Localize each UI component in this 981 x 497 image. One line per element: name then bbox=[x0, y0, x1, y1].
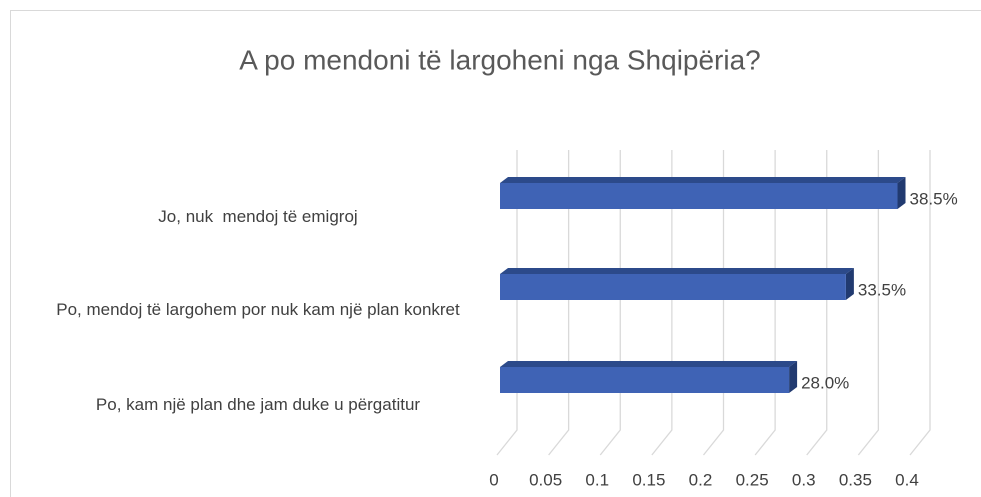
x-tick-label: 0.3 bbox=[792, 470, 816, 489]
x-tick-label: 0.2 bbox=[689, 470, 713, 489]
grid-line bbox=[599, 150, 621, 456]
value-label: 38.5% bbox=[910, 189, 958, 208]
chart-border bbox=[10, 10, 981, 497]
bar bbox=[500, 183, 898, 209]
bar-end bbox=[897, 177, 906, 209]
x-tick-label: 0 bbox=[489, 470, 498, 489]
bar-top bbox=[500, 177, 906, 183]
x-tick-label: 0.4 bbox=[895, 470, 919, 489]
bar bbox=[500, 274, 846, 300]
value-label: 28.0% bbox=[801, 373, 849, 392]
bar-top bbox=[500, 361, 798, 367]
x-tick-label: 0.15 bbox=[632, 470, 665, 489]
grid-line bbox=[857, 150, 880, 456]
grid-line bbox=[651, 150, 673, 456]
grid-line bbox=[754, 150, 776, 456]
grid-line bbox=[806, 150, 828, 456]
chart-title: A po mendoni të largoheni nga Shqipëria? bbox=[239, 44, 761, 75]
x-tick-label: 0.1 bbox=[585, 470, 609, 489]
y-tick-label: Po, kam një plan dhe jam duke u përgatit… bbox=[95, 395, 421, 414]
x-tick-label: 0.25 bbox=[736, 470, 769, 489]
bar-top bbox=[500, 268, 854, 274]
x-tick-label: 0.35 bbox=[839, 470, 872, 489]
bar bbox=[500, 367, 790, 393]
y-tick-label: Po, mendoj të largohem por nuk kam një p… bbox=[56, 300, 460, 319]
grid-line bbox=[909, 150, 931, 456]
bar-end bbox=[789, 361, 798, 393]
bar-end bbox=[845, 268, 854, 300]
x-tick-label: 0.05 bbox=[529, 470, 562, 489]
grid-line bbox=[702, 150, 725, 456]
value-label: 33.5% bbox=[858, 280, 906, 299]
grid-line bbox=[548, 150, 570, 456]
grid-line bbox=[496, 150, 518, 456]
y-tick-label: Jo, nuk mendoj të emigroj bbox=[158, 207, 358, 226]
